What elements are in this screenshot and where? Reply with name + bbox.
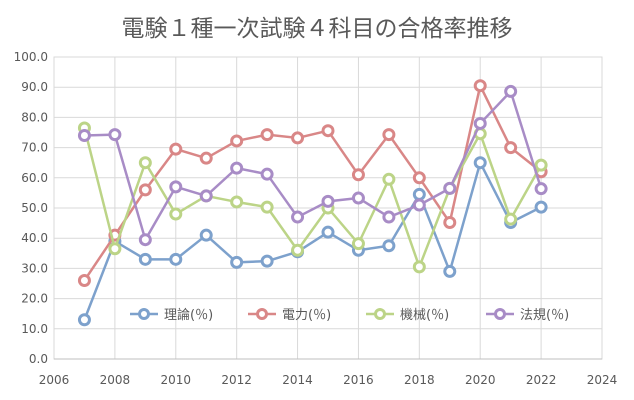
data-point — [230, 255, 244, 269]
legend-marker — [256, 308, 268, 320]
data-point — [321, 124, 335, 138]
data-point — [169, 252, 183, 266]
x-tick-label: 2016 — [343, 373, 374, 387]
data-point — [108, 128, 122, 142]
data-point — [260, 167, 274, 181]
axis-layer: 0.0 10.0 20.0 30.0 40.0 50.0 60.0 70.0 80.0 90.0 1… — [14, 50, 618, 387]
series-line — [83, 84, 542, 282]
data-point — [199, 151, 213, 165]
legend-entry: 電力(％) — [248, 308, 331, 323]
data-point — [443, 181, 457, 195]
legend-label: 電力(％) — [282, 308, 331, 323]
y-tick-label: 70.0 — [21, 141, 48, 155]
series-line — [84, 90, 543, 241]
data-point — [260, 254, 274, 268]
x-tick-label: 2018 — [404, 373, 435, 387]
data-point — [382, 210, 396, 224]
x-tick-label: 2024 — [587, 373, 618, 387]
data-point — [321, 225, 335, 239]
data-point — [77, 129, 91, 143]
x-tick-label: 2020 — [465, 373, 496, 387]
y-tick-label: 40.0 — [21, 231, 48, 245]
x-tick-label: 2022 — [526, 373, 557, 387]
y-tick-label: 20.0 — [21, 292, 48, 306]
data-point — [321, 194, 335, 208]
data-point — [138, 156, 152, 170]
data-point — [77, 313, 91, 327]
data-point — [504, 141, 518, 155]
y-tick-label: 0.0 — [29, 352, 48, 366]
data-point — [504, 212, 518, 226]
data-point — [473, 79, 487, 93]
legend-entry: 理論(％) — [130, 307, 213, 323]
data-point — [412, 260, 426, 274]
data-point — [138, 252, 152, 266]
legend-entry: 機械(％) — [366, 308, 449, 323]
data-point — [291, 131, 305, 145]
data-point — [169, 142, 183, 156]
legend-label: 機械(％) — [400, 308, 449, 323]
data-point — [504, 84, 518, 98]
x-tick-label: 2014 — [282, 373, 313, 387]
y-tick-label: 100.0 — [14, 50, 48, 64]
x-tick-label: 2012 — [221, 373, 252, 387]
data-point — [382, 128, 396, 142]
y-tick-label: 30.0 — [21, 261, 48, 275]
data-point — [260, 200, 274, 214]
data-point — [473, 116, 487, 130]
x-tick-label: 2010 — [161, 373, 192, 387]
legend-label: 法規(％) — [520, 308, 569, 323]
x-tick-label: 2008 — [100, 373, 131, 387]
data-point — [351, 168, 365, 182]
series-3 — [77, 121, 548, 274]
data-point — [138, 183, 152, 197]
legend: 理論(％) 電力(％) 機械(％) 法規(％) — [130, 307, 569, 323]
series-line — [83, 161, 542, 321]
data-point — [199, 228, 213, 242]
data-point — [534, 182, 548, 196]
data-point — [382, 172, 396, 186]
y-tick-label: 80.0 — [21, 110, 48, 124]
legend-label: 理論(％) — [164, 307, 213, 323]
data-point — [291, 210, 305, 224]
data-point — [443, 264, 457, 278]
data-point — [534, 200, 548, 214]
x-tick-label: 2006 — [39, 373, 70, 387]
data-point — [230, 195, 244, 209]
series-line — [83, 127, 543, 269]
series-layer — [77, 79, 548, 327]
y-tick-label: 50.0 — [21, 201, 48, 215]
series-4 — [77, 84, 548, 247]
data-point — [291, 243, 305, 257]
data-point — [230, 134, 244, 148]
data-point — [260, 128, 274, 142]
data-point — [351, 237, 365, 251]
data-point — [382, 239, 396, 253]
data-point — [412, 187, 426, 201]
y-tick-label: 10.0 — [21, 322, 48, 336]
legend-marker — [138, 308, 150, 320]
data-point — [169, 207, 183, 221]
legend-marker — [494, 308, 506, 320]
data-point — [230, 161, 244, 175]
data-point — [534, 158, 548, 172]
y-tick-label: 60.0 — [21, 171, 48, 185]
data-point — [443, 215, 457, 229]
y-tick-label: 90.0 — [21, 80, 48, 94]
data-point — [412, 171, 426, 185]
data-point — [77, 273, 91, 287]
chart-title: 電験１種一次試験４科目の合格率推移 — [122, 16, 513, 42]
data-point — [351, 191, 365, 205]
data-point — [138, 233, 152, 247]
data-point — [169, 180, 183, 194]
data-point — [199, 189, 213, 203]
legend-entry: 法規(％) — [486, 308, 569, 323]
data-point — [412, 198, 426, 212]
data-point — [108, 242, 122, 256]
legend-marker — [374, 308, 386, 320]
data-point — [473, 156, 487, 170]
